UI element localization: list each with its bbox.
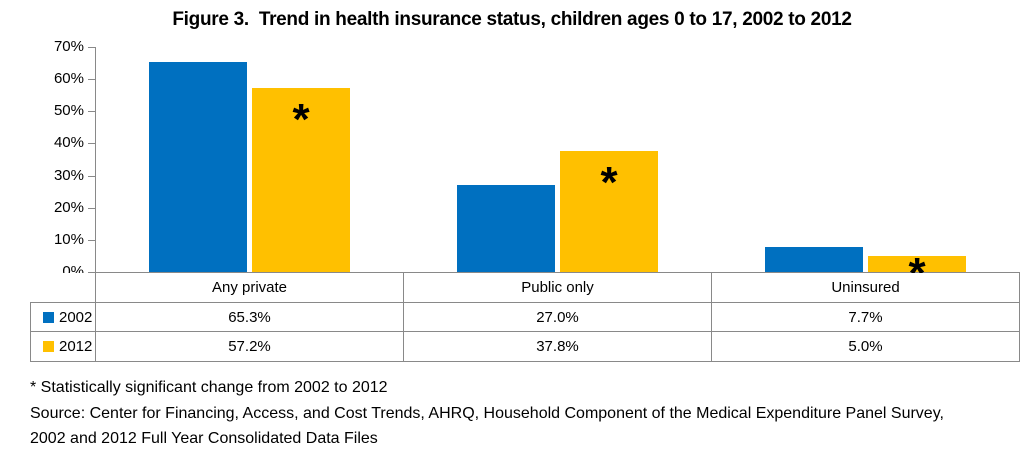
y-axis-tick bbox=[88, 176, 96, 177]
x-axis-baseline bbox=[96, 272, 1020, 273]
table-corner-cell bbox=[30, 273, 96, 303]
table-header-any-private: Any private bbox=[96, 273, 404, 303]
chart-title: Figure 3. Trend in health insurance stat… bbox=[172, 9, 852, 30]
value-2012-public-only: 37.8% bbox=[404, 332, 712, 362]
legend-swatch-2012 bbox=[43, 341, 54, 352]
y-axis-tick-label: 50% bbox=[53, 102, 84, 119]
table-header-uninsured: Uninsured bbox=[712, 273, 1020, 303]
bar-2012-public-only bbox=[560, 150, 658, 272]
y-axis-tick-label: 20% bbox=[53, 199, 84, 216]
y-axis-tick bbox=[88, 79, 96, 80]
chart-data-table: Any private Public only Uninsured 2002 6… bbox=[30, 273, 1020, 362]
footnotes: * Statistically significant change from … bbox=[30, 375, 1010, 452]
y-axis-tick-label: 30% bbox=[53, 167, 84, 184]
y-axis-tick-label: 60% bbox=[53, 70, 84, 87]
legend-label-2002: 2002 bbox=[59, 308, 93, 326]
y-axis-tick bbox=[88, 208, 96, 209]
y-axis-tick bbox=[88, 47, 96, 48]
bar-2012-any-private bbox=[252, 88, 350, 272]
y-axis-tick-label: 10% bbox=[53, 231, 84, 248]
value-2012-any-private: 57.2% bbox=[96, 332, 404, 362]
y-axis-tick bbox=[88, 111, 96, 112]
value-2002-any-private: 65.3% bbox=[96, 303, 404, 332]
bar-2012-uninsured bbox=[868, 255, 966, 272]
table-header-public-only: Public only bbox=[404, 273, 712, 303]
footnote-significance: * Statistically significant change from … bbox=[30, 379, 388, 396]
bar-2002-public-only bbox=[457, 185, 555, 272]
y-axis-tick bbox=[88, 240, 96, 241]
y-axis-tick-label: 40% bbox=[53, 134, 84, 151]
value-2002-uninsured: 7.7% bbox=[712, 303, 1020, 332]
y-axis-tick bbox=[88, 272, 96, 273]
legend-label-2012: 2012 bbox=[59, 338, 93, 355]
legend-swatch-2002 bbox=[43, 311, 54, 323]
legend-row-2012: 2012 bbox=[30, 332, 96, 362]
bar-2002-any-private bbox=[149, 62, 247, 272]
y-axis-line bbox=[95, 47, 96, 273]
footnote-source-line2: 2002 and 2012 Full Year Consolidated Dat… bbox=[30, 430, 378, 447]
value-2002-public-only: 27.0% bbox=[404, 303, 712, 332]
footnote-source-line1: Source: Center for Financing, Access, an… bbox=[30, 404, 944, 422]
y-axis-tick-label: 70% bbox=[53, 38, 84, 55]
bar-2002-uninsured bbox=[765, 247, 863, 272]
legend-row-2002: 2002 bbox=[30, 303, 96, 332]
value-2012-uninsured: 5.0% bbox=[712, 332, 1020, 362]
y-axis-tick bbox=[88, 143, 96, 144]
